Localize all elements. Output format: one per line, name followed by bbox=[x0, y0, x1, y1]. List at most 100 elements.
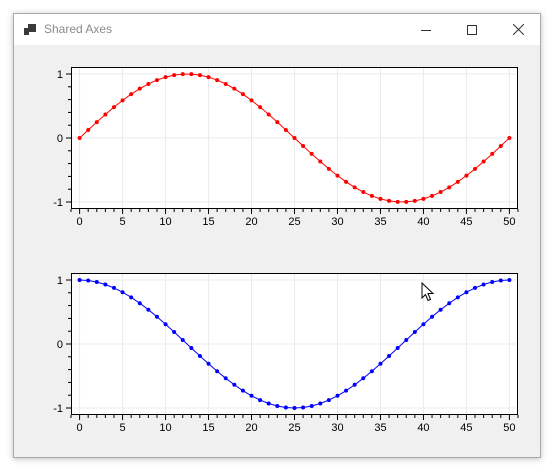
data-point bbox=[447, 301, 452, 306]
data-point bbox=[103, 112, 108, 117]
y-tick-label: 0 bbox=[57, 339, 63, 351]
data-point bbox=[301, 405, 306, 410]
data-point bbox=[120, 98, 125, 103]
data-point bbox=[438, 307, 443, 312]
data-point bbox=[163, 75, 168, 80]
data-point bbox=[309, 151, 314, 156]
data-point bbox=[395, 199, 400, 204]
data-point bbox=[129, 295, 134, 300]
data-point bbox=[137, 86, 142, 91]
data-point bbox=[378, 361, 383, 366]
data-point bbox=[430, 193, 435, 198]
y-tick-label: -1 bbox=[53, 197, 63, 209]
data-point bbox=[180, 72, 185, 77]
data-point bbox=[103, 282, 108, 287]
data-point bbox=[163, 322, 168, 327]
data-point bbox=[455, 179, 460, 184]
minimize-button[interactable] bbox=[403, 14, 449, 45]
data-point bbox=[172, 73, 177, 78]
data-point bbox=[275, 120, 280, 125]
data-point bbox=[215, 78, 220, 83]
data-point bbox=[197, 353, 202, 358]
x-tick-label: 5 bbox=[120, 216, 126, 228]
data-point bbox=[249, 393, 254, 398]
data-point bbox=[490, 151, 495, 156]
data-point bbox=[438, 190, 443, 195]
data-point bbox=[86, 278, 91, 283]
data-point bbox=[464, 173, 469, 178]
data-point bbox=[86, 128, 91, 132]
data-point bbox=[206, 361, 211, 366]
x-tick-label: 15 bbox=[202, 422, 214, 434]
x-tick-label: 50 bbox=[503, 422, 515, 434]
data-point bbox=[172, 330, 177, 335]
data-point bbox=[266, 401, 271, 406]
x-tick-label: 20 bbox=[245, 422, 257, 434]
data-point bbox=[318, 401, 323, 406]
data-point bbox=[266, 112, 271, 117]
x-tick-label: 40 bbox=[417, 216, 429, 228]
data-point bbox=[395, 346, 400, 351]
data-point bbox=[283, 405, 288, 410]
data-point bbox=[223, 81, 228, 86]
data-point bbox=[111, 285, 116, 290]
x-tick-label: 30 bbox=[331, 216, 343, 228]
plot-2: 0 5 10 15 20 25 30 35 40 45 50 -1 0 1 bbox=[53, 273, 519, 434]
data-point bbox=[335, 393, 340, 398]
data-point bbox=[206, 75, 211, 80]
data-point bbox=[301, 144, 306, 148]
data-point bbox=[146, 307, 151, 312]
data-point bbox=[189, 72, 194, 77]
x-tick-label: 35 bbox=[374, 216, 386, 228]
data-point bbox=[335, 173, 340, 178]
mouse-cursor-icon bbox=[421, 282, 435, 302]
data-point bbox=[352, 382, 357, 387]
data-point bbox=[369, 193, 374, 198]
x-tick-label: 40 bbox=[417, 422, 429, 434]
data-point bbox=[412, 198, 417, 203]
data-point bbox=[404, 199, 409, 204]
close-icon bbox=[512, 24, 524, 35]
data-point bbox=[197, 73, 202, 78]
data-point bbox=[189, 346, 194, 351]
data-point bbox=[215, 369, 220, 374]
x-tick-label: 0 bbox=[77, 422, 83, 434]
x-tick-label: 0 bbox=[77, 216, 83, 228]
x-tick-label: 45 bbox=[460, 216, 472, 228]
data-point bbox=[361, 376, 366, 381]
data-point bbox=[129, 92, 134, 97]
x-tick-label: 25 bbox=[288, 216, 300, 228]
data-point bbox=[490, 279, 495, 284]
data-point bbox=[464, 290, 469, 295]
data-point bbox=[481, 282, 486, 287]
data-point bbox=[77, 136, 82, 140]
data-point bbox=[404, 337, 409, 342]
maximize-button[interactable] bbox=[449, 14, 495, 45]
title-bar[interactable]: Shared Axes bbox=[14, 14, 540, 45]
data-point bbox=[387, 198, 392, 203]
data-point bbox=[447, 185, 452, 190]
data-point bbox=[180, 337, 185, 342]
data-point bbox=[232, 382, 237, 387]
data-point bbox=[473, 166, 478, 171]
plot-frame bbox=[71, 67, 518, 209]
data-point bbox=[421, 322, 426, 327]
data-point bbox=[111, 105, 116, 110]
maximize-icon bbox=[467, 24, 477, 35]
data-point bbox=[369, 369, 374, 374]
data-point bbox=[292, 406, 297, 410]
close-button[interactable] bbox=[495, 14, 541, 45]
data-point bbox=[430, 314, 435, 319]
data-point bbox=[361, 190, 366, 195]
data-point bbox=[507, 278, 512, 282]
x-tick-label: 50 bbox=[503, 216, 515, 228]
data-point bbox=[120, 290, 125, 295]
data-point bbox=[326, 166, 331, 171]
x-tick-label: 35 bbox=[374, 422, 386, 434]
data-point bbox=[378, 196, 383, 201]
y-tick-label: 0 bbox=[57, 133, 63, 145]
data-point bbox=[344, 388, 349, 393]
data-point bbox=[481, 159, 486, 164]
data-point bbox=[146, 81, 151, 86]
